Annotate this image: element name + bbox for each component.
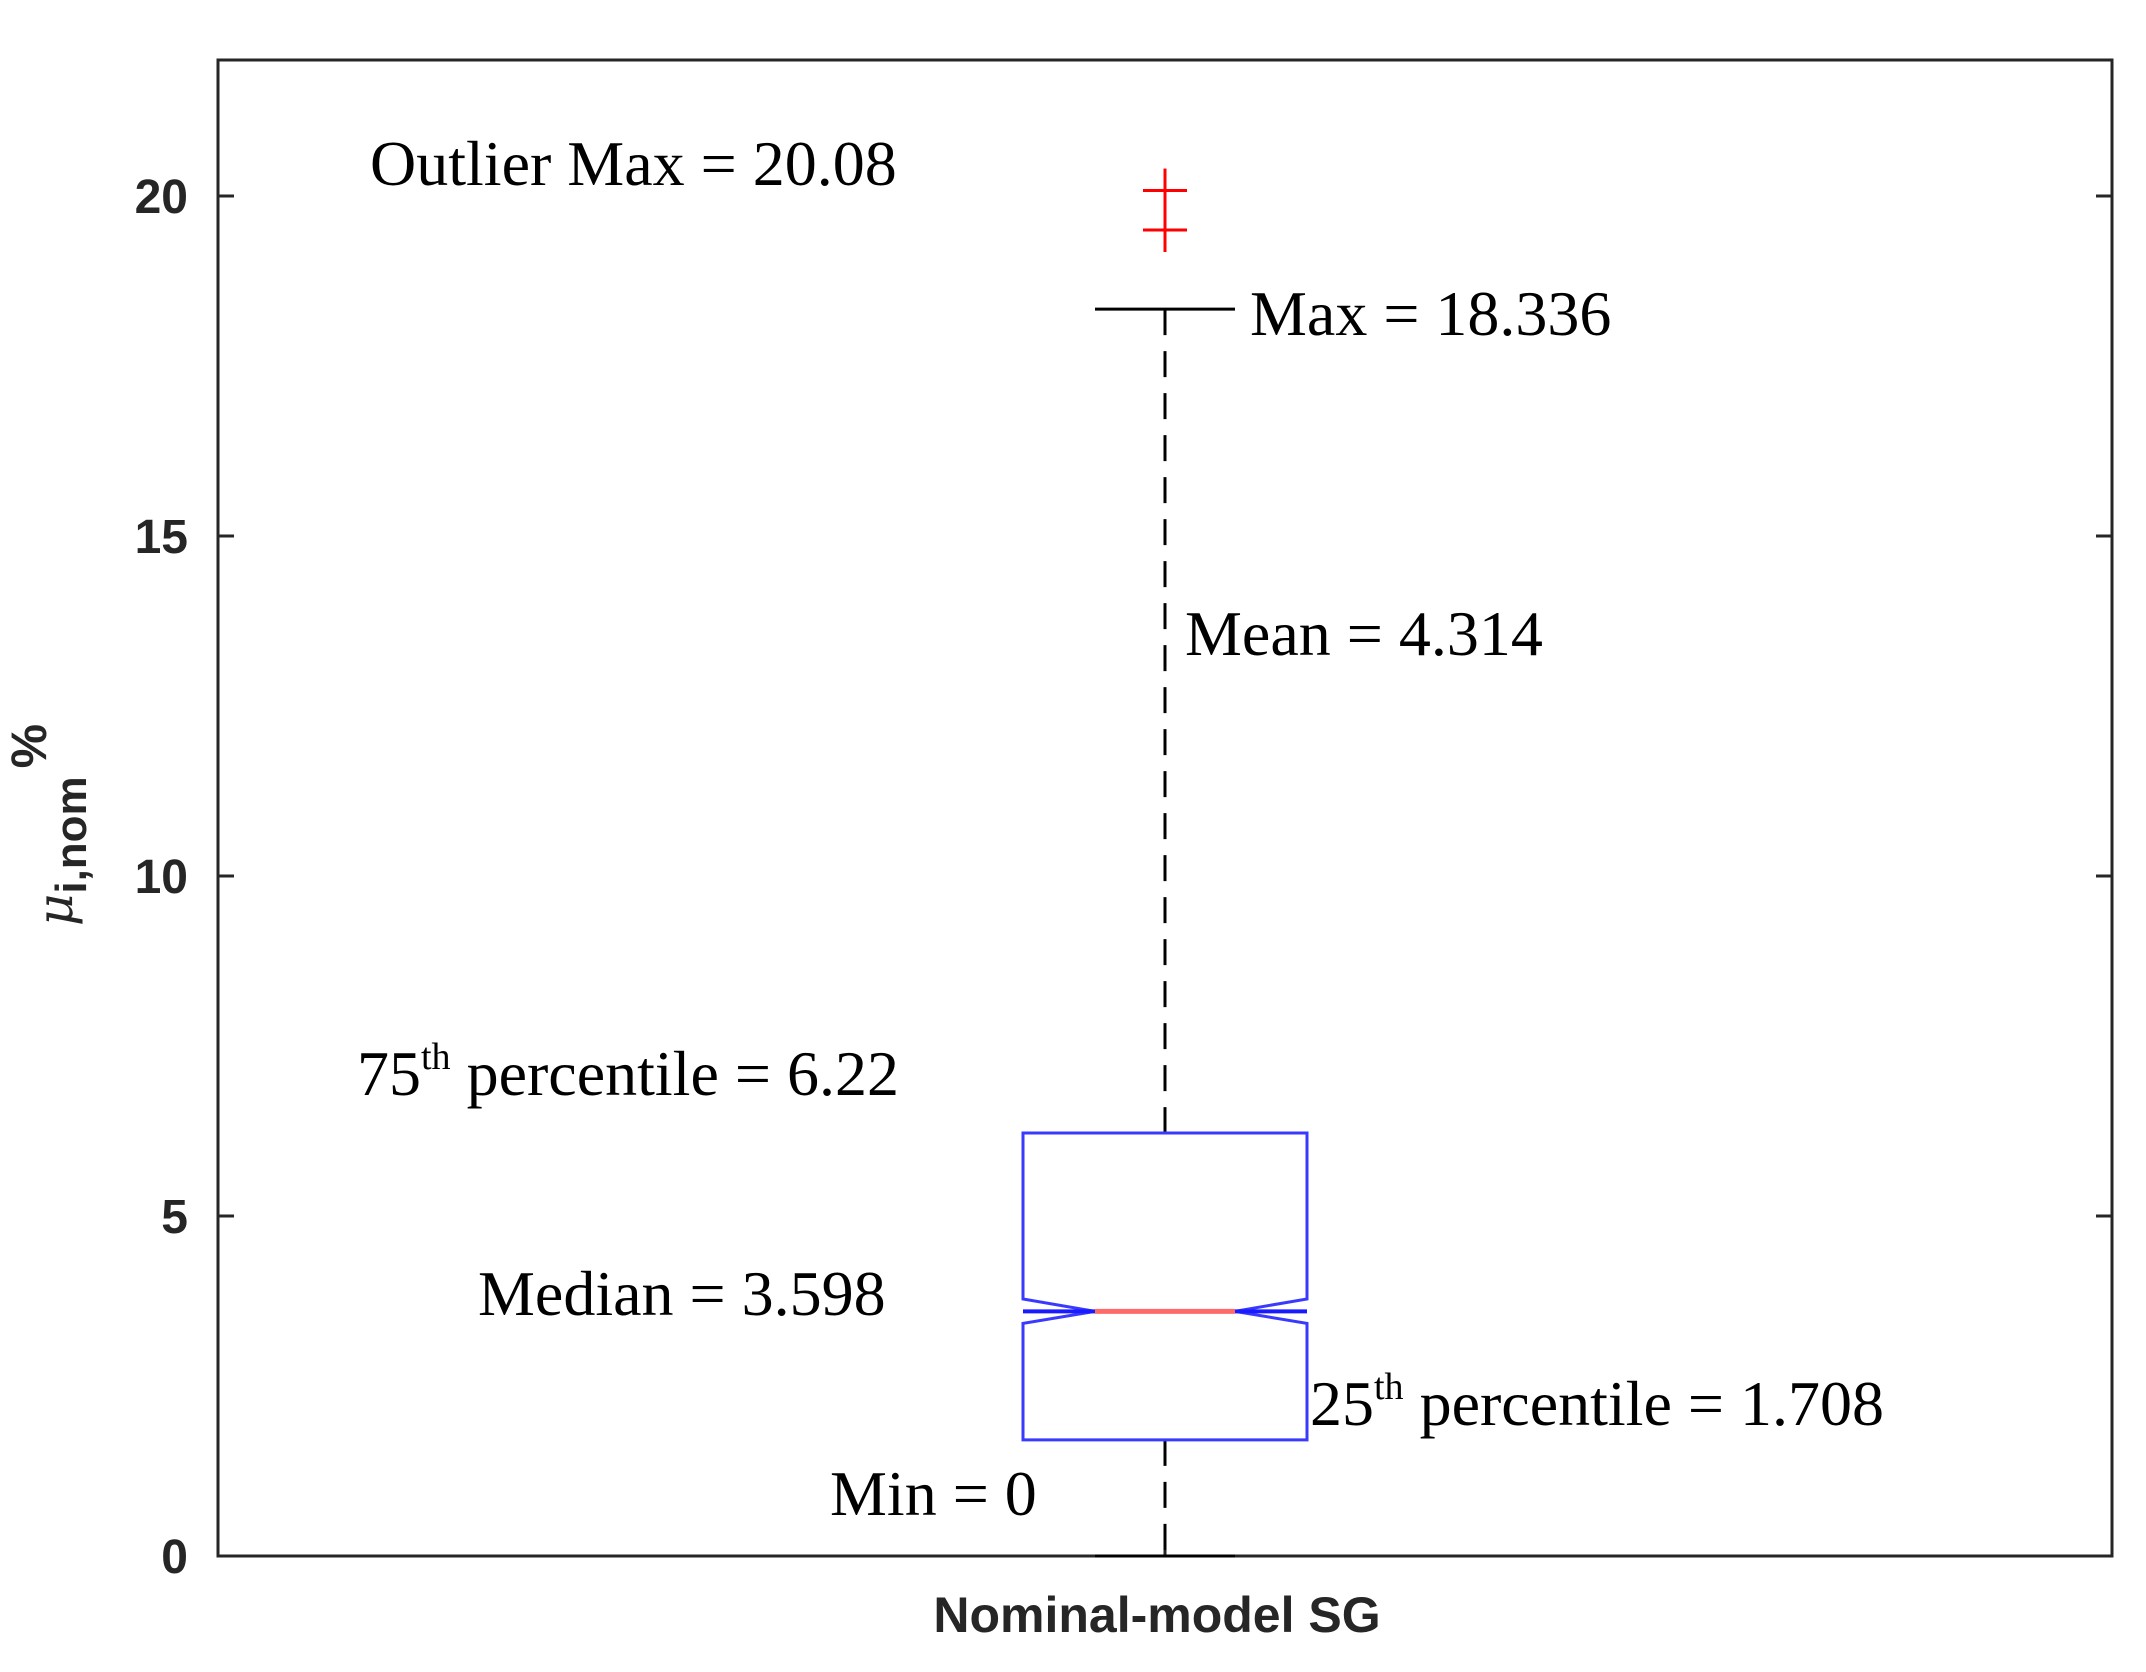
annotation-min: Min = 0: [830, 1458, 1037, 1529]
y-tick-label-10: 10: [135, 851, 188, 904]
annotation-median: Median = 3.598: [478, 1258, 886, 1329]
axes: 0 5 10 15 20: [135, 58, 2114, 1584]
y-tick-label-5: 5: [161, 1191, 188, 1244]
svg-text:μi,nom%: μi,nom%: [1, 724, 96, 926]
outlier-marker-1: [1143, 208, 1187, 252]
y-axis-symbol: μ: [26, 894, 84, 927]
y-tick-label-0: 0: [161, 1531, 188, 1584]
iqr-box: [1021, 1131, 1309, 1442]
y-tick-label-15: 15: [135, 511, 188, 564]
y-tick-label-20: 20: [135, 171, 188, 224]
outlier-marker-2: [1143, 168, 1187, 213]
plot-frame: [216, 58, 2114, 1558]
annotation-q3: 75th percentile = 6.22: [357, 1036, 899, 1109]
y-axis-label: μi,nom%: [1, 724, 96, 926]
box-marks: [1021, 168, 1309, 1558]
annotation-max: Max = 18.336: [1250, 278, 1611, 349]
annotations: Outlier Max = 20.08 Max = 18.336 Mean = …: [357, 128, 1884, 1529]
x-category-label: Nominal-model SG: [933, 1587, 1380, 1643]
annotation-mean: Mean = 4.314: [1185, 598, 1543, 669]
annotation-outlier-max: Outlier Max = 20.08: [370, 128, 897, 199]
annotation-q1: 25th percentile = 1.708: [1310, 1366, 1884, 1439]
y-axis-subscript: i,nom: [47, 776, 96, 893]
y-axis-unit: %: [1, 724, 57, 768]
